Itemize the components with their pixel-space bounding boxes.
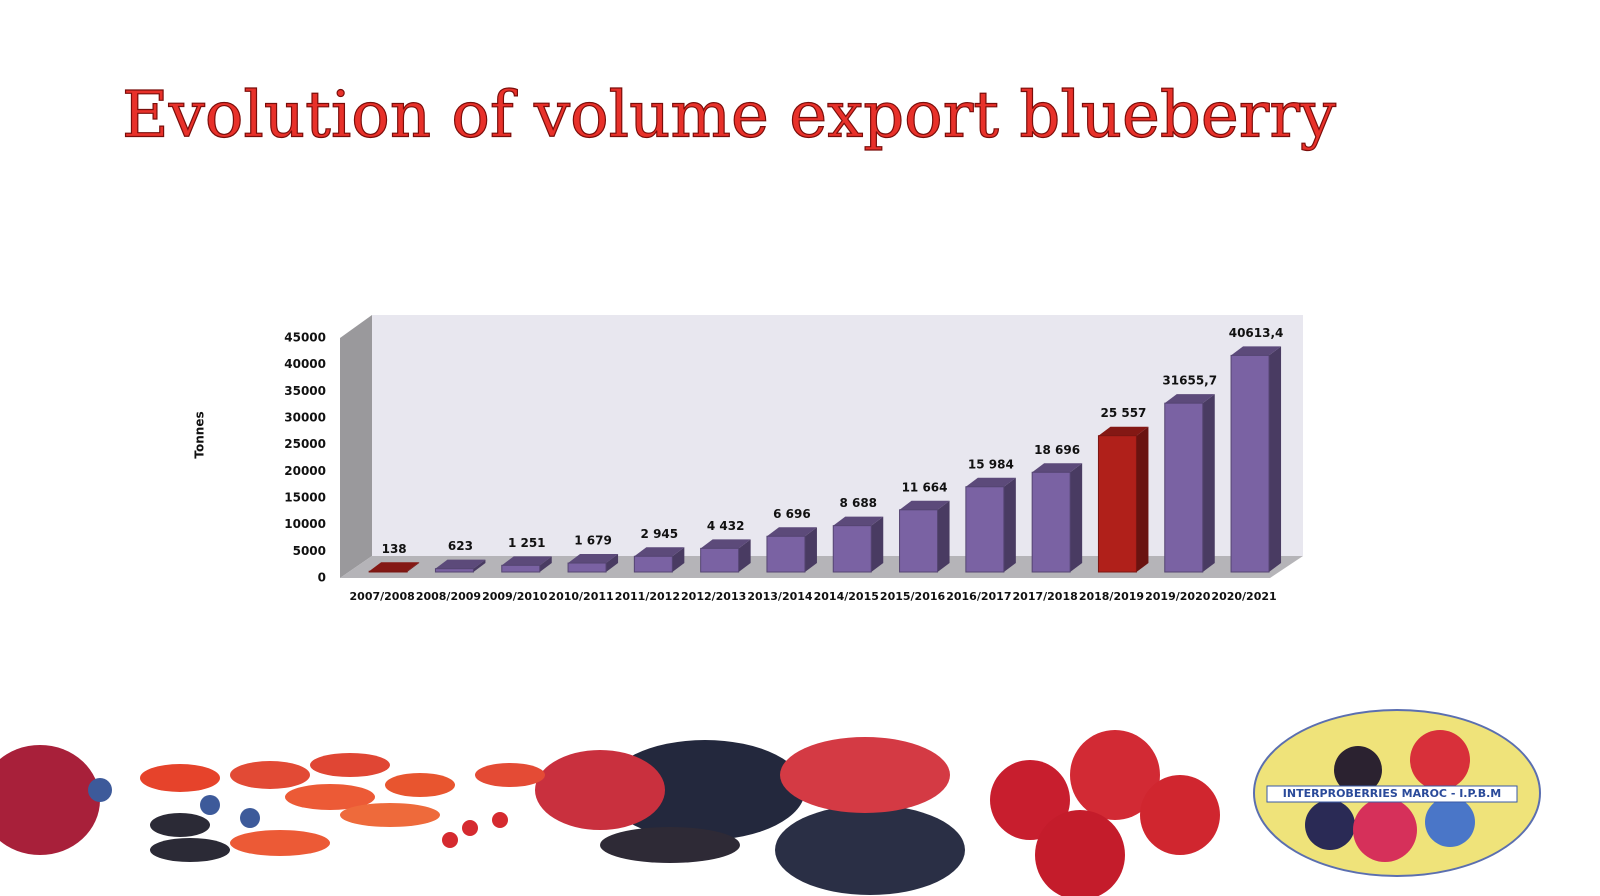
bar xyxy=(1164,402,1204,573)
bar-side xyxy=(1202,394,1215,572)
x-tick-label: 2015/2016 xyxy=(880,590,946,603)
value-label: 2 945 xyxy=(641,527,679,541)
bar xyxy=(700,547,740,573)
value-label: 8 688 xyxy=(839,496,877,510)
bar-top xyxy=(700,539,751,549)
y-tick-label: 30000 xyxy=(284,411,326,425)
logo: INTERPROBERRIES MAROC - I.P.B.M xyxy=(1253,709,1541,877)
bar xyxy=(766,535,806,573)
bar-top xyxy=(965,477,1016,487)
bar xyxy=(501,564,541,573)
x-tick-label: 2013/2014 xyxy=(747,590,813,603)
berries-decoration xyxy=(0,730,1220,896)
x-tick-label: 2017/2018 xyxy=(1013,590,1078,603)
bar xyxy=(633,555,673,573)
bar-side xyxy=(871,516,884,572)
x-tick-label: 2012/2013 xyxy=(681,590,746,603)
bar xyxy=(1230,354,1270,573)
logo-text: INTERPROBERRIES MAROC - I.P.B.M xyxy=(1283,787,1501,800)
bar xyxy=(1031,471,1071,573)
floor xyxy=(340,556,1303,578)
bar-side xyxy=(606,554,619,572)
bar-side xyxy=(407,562,420,572)
bar-side xyxy=(539,556,552,572)
value-label: 31655,7 xyxy=(1162,374,1217,388)
bar-side xyxy=(804,527,817,572)
bar-top xyxy=(833,516,884,526)
value-label: 15 984 xyxy=(968,457,1014,471)
x-tick-label: 2019/2020 xyxy=(1145,590,1211,603)
bar xyxy=(567,562,607,573)
y-tick-label: 35000 xyxy=(284,384,326,398)
bar-side xyxy=(1070,463,1083,572)
value-label: 18 696 xyxy=(1034,443,1080,457)
value-label: 138 xyxy=(382,542,407,556)
bar xyxy=(1097,435,1137,573)
bar-top xyxy=(435,559,486,569)
x-tick-label: 2008/2009 xyxy=(416,590,481,603)
y-tick-label: 15000 xyxy=(284,491,326,505)
x-tick-label: 2009/2010 xyxy=(482,590,548,603)
bar-side xyxy=(1136,426,1149,572)
value-label: 1 679 xyxy=(574,534,612,548)
bar-top xyxy=(501,556,552,566)
x-tick-label: 2020/2021 xyxy=(1211,590,1276,603)
back-wall xyxy=(372,315,1303,556)
bar-side xyxy=(1269,346,1282,572)
bar-side xyxy=(1003,477,1016,572)
y-tick-label: 25000 xyxy=(284,437,326,451)
bar-top xyxy=(369,562,420,572)
bar-side xyxy=(473,559,486,572)
x-tick-label: 2010/2011 xyxy=(548,590,613,603)
bar-side xyxy=(738,539,751,572)
bar-top xyxy=(568,554,619,564)
bar xyxy=(368,570,408,573)
value-label: 25 557 xyxy=(1100,406,1146,420)
bar-top xyxy=(634,547,685,557)
value-label: 1 251 xyxy=(508,536,546,550)
y-tick-label: 0 xyxy=(318,571,326,585)
bar-top xyxy=(1098,426,1149,436)
y-tick-label: 20000 xyxy=(284,464,326,478)
value-label: 40613,4 xyxy=(1229,326,1284,340)
y-axis-label: Tonnes xyxy=(193,411,207,458)
bar-top xyxy=(1032,463,1083,473)
y-tick-label: 45000 xyxy=(284,331,326,345)
side-wall xyxy=(340,315,372,578)
x-tick-label: 2011/2012 xyxy=(615,590,680,603)
value-label: 6 696 xyxy=(773,507,811,521)
bar-top xyxy=(766,527,817,537)
bar-side xyxy=(937,500,950,572)
bar xyxy=(434,568,474,573)
bar xyxy=(965,486,1005,573)
value-label: 11 664 xyxy=(902,480,948,494)
bar-top xyxy=(899,500,950,510)
bar xyxy=(832,525,872,573)
chart-title: Evolution of volume export blueberry xyxy=(122,79,1336,153)
y-tick-label: 10000 xyxy=(284,517,326,531)
value-label: 4 432 xyxy=(707,519,745,533)
y-tick-label: 5000 xyxy=(293,544,326,558)
bar xyxy=(899,509,939,573)
x-tick-label: 2018/2019 xyxy=(1079,590,1144,603)
bar-top xyxy=(1164,394,1215,404)
bar-top xyxy=(1231,346,1282,356)
value-label: 623 xyxy=(448,539,473,553)
x-tick-label: 2014/2015 xyxy=(814,590,879,603)
x-tick-label: 2016/2017 xyxy=(946,590,1011,603)
bar-side xyxy=(672,547,685,572)
y-tick-label: 40000 xyxy=(284,357,326,371)
x-tick-label: 2007/2008 xyxy=(350,590,415,603)
